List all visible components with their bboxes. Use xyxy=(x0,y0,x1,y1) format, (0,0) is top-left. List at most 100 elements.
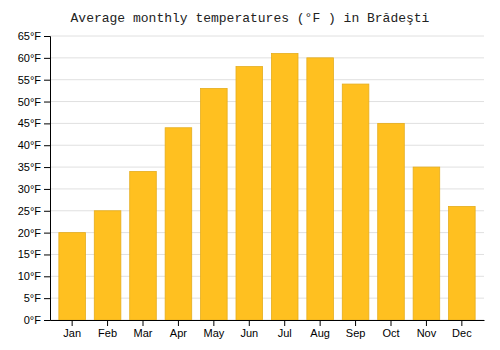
tick-mark xyxy=(461,320,462,326)
tick: Apr xyxy=(170,320,187,339)
axis-line xyxy=(51,320,485,321)
tick: 35°F xyxy=(18,161,50,173)
tick-mark xyxy=(249,320,250,326)
tick-label: 40°F xyxy=(18,139,42,151)
tick: Aug xyxy=(310,320,330,339)
tick-label: Aug xyxy=(310,327,330,339)
tick-label: 45°F xyxy=(18,117,42,129)
tick: 5°F xyxy=(24,292,50,304)
grid-line xyxy=(50,79,484,80)
tick-mark xyxy=(44,123,50,124)
tick: 55°F xyxy=(18,74,50,86)
tick-mark xyxy=(284,320,285,326)
tick-mark xyxy=(44,80,50,81)
tick-label: Jun xyxy=(240,327,258,339)
tick-label: 20°F xyxy=(18,227,42,239)
tick-mark xyxy=(44,145,50,146)
tick-label: 50°F xyxy=(18,96,42,108)
tick: Jun xyxy=(240,320,258,339)
tick: 60°F xyxy=(18,52,50,64)
tick-label: 55°F xyxy=(18,74,42,86)
tick: Jan xyxy=(63,320,81,339)
tick-mark xyxy=(44,298,50,299)
tick-label: 30°F xyxy=(18,183,42,195)
tick-mark xyxy=(44,189,50,190)
bar xyxy=(236,67,263,320)
tick-label: Sep xyxy=(346,327,366,339)
tick-label: Jan xyxy=(63,327,81,339)
tick-label: 60°F xyxy=(18,52,42,64)
bar xyxy=(413,167,440,320)
tick: Dec xyxy=(452,320,472,339)
tick-mark xyxy=(320,320,321,326)
tick-label: May xyxy=(203,327,224,339)
chart-container: Average monthly temperatures (°F ) in Br… xyxy=(0,0,500,350)
tick-mark xyxy=(72,320,73,326)
tick-mark xyxy=(44,211,50,212)
bar xyxy=(165,128,192,320)
tick: Mar xyxy=(134,320,153,339)
tick: May xyxy=(203,320,224,339)
x-axis: Jan Feb Mar Apr May Jun Jul Aug Sep Oct Nov Dec xyxy=(51,320,485,339)
tick-label: 10°F xyxy=(18,270,42,282)
tick-label: 25°F xyxy=(18,205,42,217)
tick-label: 35°F xyxy=(18,161,42,173)
bar xyxy=(130,171,157,320)
tick-mark xyxy=(213,320,214,326)
tick: 25°F xyxy=(18,205,50,217)
tick-label: Feb xyxy=(98,327,117,339)
tick-mark xyxy=(44,36,50,37)
grid-line xyxy=(50,145,484,146)
tick-label: Dec xyxy=(452,327,472,339)
bar xyxy=(378,123,405,320)
tick-mark xyxy=(391,320,392,326)
tick: 65°F xyxy=(18,30,50,42)
tick: Nov xyxy=(417,320,437,339)
tick: Sep xyxy=(346,320,366,339)
tick-mark xyxy=(44,254,50,255)
bar xyxy=(271,53,298,320)
tick: 45°F xyxy=(18,117,50,129)
tick-label: Jul xyxy=(278,327,292,339)
tick-mark xyxy=(44,58,50,59)
bar xyxy=(342,84,369,320)
tick-mark xyxy=(44,320,50,321)
tick-mark xyxy=(44,102,50,103)
tick: 40°F xyxy=(18,139,50,151)
grid-line xyxy=(50,36,484,37)
tick-label: Oct xyxy=(382,327,399,339)
tick-mark xyxy=(178,320,179,326)
tick: 30°F xyxy=(18,183,50,195)
tick-mark xyxy=(44,276,50,277)
tick-label: 15°F xyxy=(18,248,42,260)
tick-mark xyxy=(355,320,356,326)
tick-mark xyxy=(426,320,427,326)
grid xyxy=(50,36,484,320)
bar xyxy=(94,211,121,320)
tick: 10°F xyxy=(18,270,50,282)
tick-label: Mar xyxy=(134,327,153,339)
axis-line xyxy=(44,37,51,321)
tick-mark xyxy=(143,320,144,326)
tick-label: 5°F xyxy=(24,292,42,304)
tick: Feb xyxy=(98,320,117,339)
bar xyxy=(201,88,228,320)
tick: 20°F xyxy=(18,227,50,239)
title: Average monthly temperatures (°F ) in Br… xyxy=(71,11,430,26)
bar xyxy=(449,206,476,320)
bar xyxy=(307,58,334,320)
tick-mark xyxy=(107,320,108,326)
tick-mark xyxy=(44,167,50,168)
tick-label: Apr xyxy=(170,327,187,339)
tick-label: 65°F xyxy=(18,30,42,42)
tick: 50°F xyxy=(18,96,50,108)
tick-label: 0°F xyxy=(24,314,42,326)
tick: Jul xyxy=(278,320,292,339)
tick-label: Nov xyxy=(417,327,437,339)
bars xyxy=(59,53,475,320)
tick-mark xyxy=(44,233,50,234)
y-axis: 0°F 5°F 10°F 15°F 20°F 25°F 30°F 35°F 40°F 45°F 50… xyxy=(18,30,51,326)
grid-line xyxy=(50,101,484,102)
tick: Oct xyxy=(382,320,399,339)
chart: Average monthly temperatures (°F ) in Br… xyxy=(0,0,500,350)
